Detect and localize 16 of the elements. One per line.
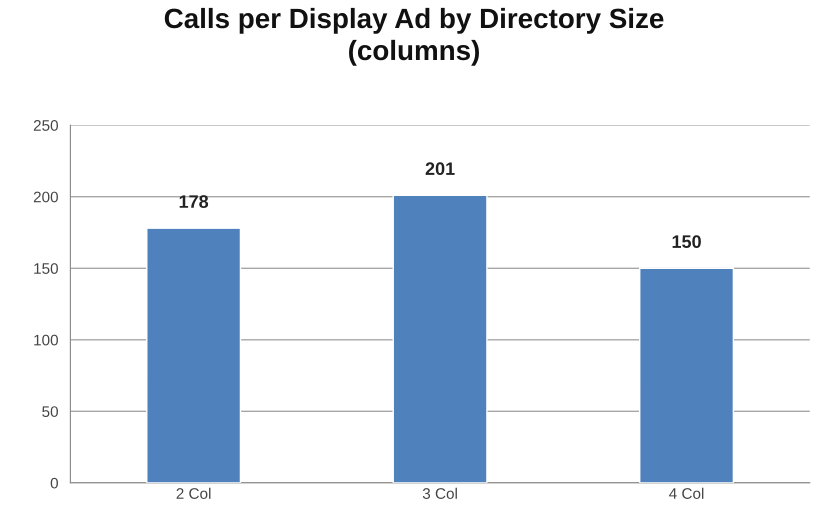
x-tick-label: 3 Col bbox=[422, 488, 457, 499]
data-label: 178 bbox=[180, 195, 208, 208]
y-tick-label: 250 bbox=[34, 120, 58, 131]
data-label: 201 bbox=[426, 162, 455, 176]
y-tick-label: 100 bbox=[34, 334, 58, 346]
bar bbox=[392, 194, 488, 483]
y-tick-label: 150 bbox=[34, 263, 58, 274]
x-tick-label: 4 Col bbox=[669, 488, 704, 499]
y-tick-label: 50 bbox=[42, 406, 58, 418]
chart-title: Calls per Display Ad by Directory Size (columns) bbox=[164, 8, 664, 66]
y-tick-label: 0 bbox=[50, 478, 58, 489]
bar bbox=[639, 268, 734, 483]
y-tick-label: 200 bbox=[34, 192, 58, 202]
x-tick-label: 2 Col bbox=[176, 488, 210, 499]
data-label: 150 bbox=[672, 235, 701, 248]
bar bbox=[146, 228, 242, 483]
